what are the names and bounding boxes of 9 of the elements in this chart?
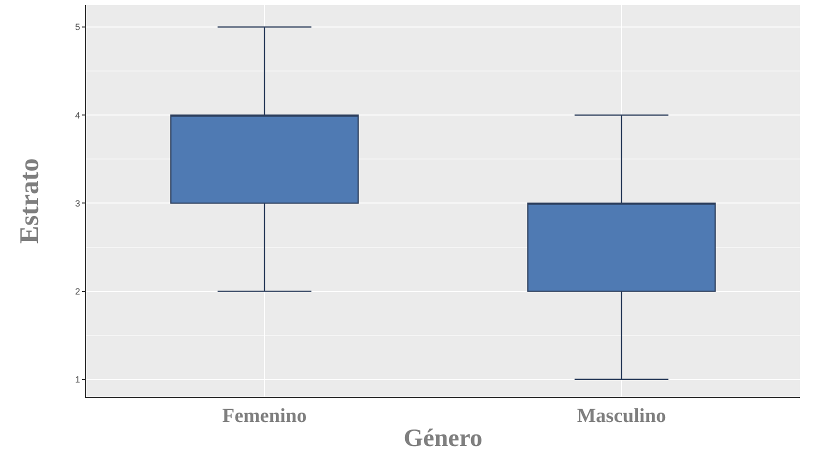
y-tick-label: 2: [75, 286, 80, 296]
x-axis-title: Género: [404, 425, 482, 452]
x-tick-label: Masculino: [577, 405, 666, 427]
y-tick-label: 3: [75, 198, 80, 208]
y-tick-label: 1: [75, 374, 80, 385]
x-tick-label: Femenino: [222, 405, 307, 427]
y-tick-label: 4: [75, 110, 80, 120]
y-axis-title: Estrato: [14, 158, 44, 244]
y-tick-label: 5: [75, 22, 80, 32]
